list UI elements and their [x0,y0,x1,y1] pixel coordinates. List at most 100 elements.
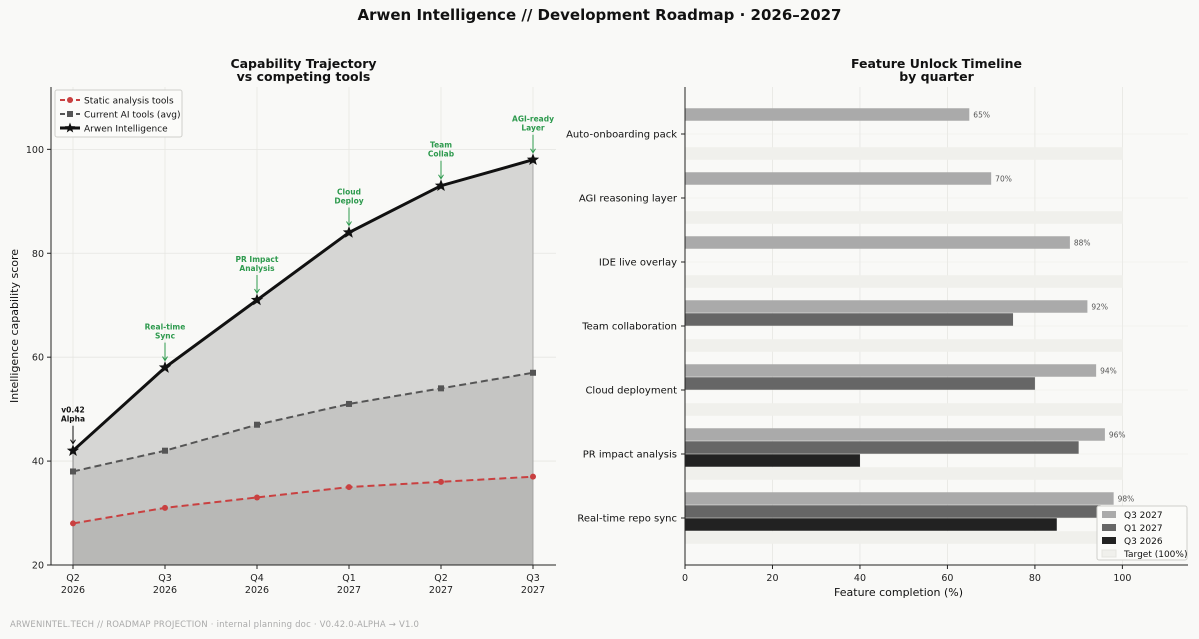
legend-label: Q3 2026 [1124,537,1163,547]
x-tick-label: 100 [1113,573,1131,584]
category-label: Cloud deployment [585,386,677,397]
ai-tools-point [162,447,168,454]
bar-target-100- [685,339,1123,352]
x-tick-label: 20 [766,573,778,584]
legend-swatch [1102,524,1116,531]
annotation-label: Deploy [334,196,363,205]
category-label: Auto-onboarding pack [566,130,677,141]
bar-q1-2027 [685,441,1079,454]
annotation-arrowhead [438,174,444,180]
x-tick-year: 2026 [153,585,177,596]
bar-q1-2027 [685,377,1035,390]
x-tick-year: 2026 [245,585,269,596]
bar-target-100- [685,275,1123,288]
bar-q1-2027 [685,313,1014,326]
legend-box [54,89,183,138]
annotation-label: Sync [155,332,175,341]
bar-value-label: 65% [973,111,990,120]
x-tick-label: 0 [682,573,688,584]
ai-tools-point [346,400,352,407]
arwen-point [526,153,540,165]
static-tools-point [162,504,168,511]
arwen-point [342,225,356,238]
static-tools-point [254,494,260,501]
static-tools-point [346,484,352,491]
legend-label: Arwen Intelligence [84,125,168,135]
legend-label: Current AI tools (avg) [84,111,181,121]
bar-target-100- [685,147,1123,160]
annotation-label: Alpha [61,415,85,424]
bar-q3-2027 [685,108,970,121]
category-label: IDE live overlay [599,258,677,269]
annotation-label: PR Impact [236,255,279,264]
y-tick-label: 60 [32,353,44,364]
static-tools-point [530,473,536,480]
annotation-label: Cloud [337,187,361,196]
bar-chart-title: by quarter [899,69,974,84]
bar-q3-2027 [685,172,992,185]
category-label: Real-time repo sync [577,514,677,525]
y-tick-label: 20 [32,561,44,572]
bar-value-label: 96% [1109,431,1126,440]
x-tick-year: 2027 [337,585,361,596]
static-tools-point [70,520,76,527]
legend-swatch [1102,511,1116,518]
annotation-arrowhead [162,356,168,362]
annotation-label: Analysis [239,264,275,273]
annotation-arrowhead [346,221,352,227]
bar-legend: Q3 2027 Q1 2027 Q3 2026 Target (100%) [1096,505,1188,561]
footer-text: ARWENINTEL.TECH // ROADMAP PROJECTION · … [10,620,420,630]
ai-tools-point [438,385,444,392]
x-tick-label: Q4 [250,573,264,584]
bar-q3-2027 [685,300,1088,313]
annotation-label: v0.42 [61,406,84,415]
legend-marker [67,97,73,103]
category-label: Team collaboration [581,322,677,333]
bar-value-label: 70% [995,175,1012,184]
y-tick-label: 100 [26,145,44,156]
bar-q3-2027 [685,364,1097,377]
bar-value-label: 88% [1074,239,1091,248]
x-tick-year: 2026 [61,585,85,596]
bar-chart-title: Feature Unlock Timeline [851,56,1022,71]
bar-target-100- [685,467,1123,480]
bar-target-100- [685,211,1123,224]
x-tick-year: 2027 [429,585,453,596]
static-tools-point [438,478,444,485]
legend-label: Q1 2027 [1124,524,1163,534]
legend-label: Q3 2027 [1124,511,1163,521]
arwen-point [250,293,264,306]
category-label: PR impact analysis [583,450,677,461]
legend-swatch [1101,549,1117,558]
bar-target-100- [685,403,1123,416]
arwen-point [434,179,448,191]
x-tick-label: Q2 [66,573,80,584]
x-tick-label: Q2 [434,573,448,584]
legend-swatch [1102,537,1116,544]
line-chart-title: Capability Trajectory [230,56,376,71]
x-tick-label: 40 [854,573,866,584]
legend-label: Target (100%) [1123,550,1187,560]
x-tick-label: Q1 [342,573,356,584]
y-tick-label: 80 [32,249,44,260]
static-tools-line [72,475,534,525]
bar-q3-2027 [685,492,1114,505]
bar-value-label: 92% [1091,303,1108,312]
annotation-arrowhead [530,148,536,154]
line-chart-title: vs competing tools [237,69,371,84]
x-axis-label: Feature completion (%) [834,586,963,599]
legend-marker [64,122,76,133]
bar-q1-2027 [685,505,1101,518]
x-tick-label: 80 [1029,573,1041,584]
bar-q3-2027 [685,236,1070,249]
ai-tools-point [530,369,536,376]
ai-tools-point [254,421,260,428]
annotation-label: Collab [428,150,455,159]
static-tools-area-fill [73,476,533,565]
category-label: AGI reasoning layer [579,194,678,205]
bar-q3-2027 [685,428,1105,441]
arwen-point [66,444,80,456]
annotation-label: Team [430,141,452,150]
